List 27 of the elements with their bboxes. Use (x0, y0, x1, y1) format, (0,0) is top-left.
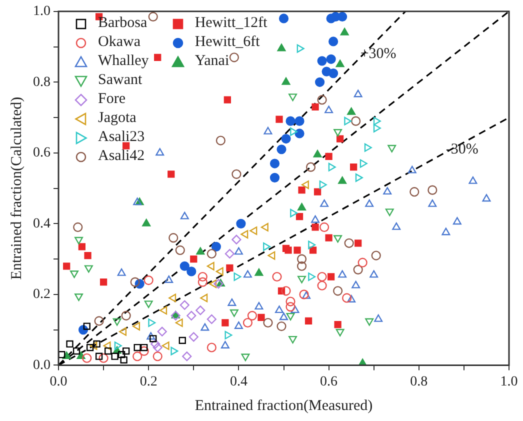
legend-label: Hewitt_12ft (194, 15, 268, 32)
x-tick-label: 0.6 (320, 374, 338, 390)
legend-label: Fore (98, 91, 126, 108)
legend-label: Yanai (194, 53, 230, 70)
y-tick-label: 0.8 (33, 74, 50, 90)
legend-label: Asali42 (98, 148, 145, 165)
y-tick-label: 0.0 (33, 358, 50, 373)
x-tick-label: 0.8 (410, 374, 428, 390)
legend-label: Hewitt_6ft (194, 34, 260, 51)
annotation: +30% (360, 46, 396, 62)
legend-label: Barbosa (98, 15, 148, 32)
y-tick-label: 1.0 (33, 4, 50, 20)
x-tick-label: 1.0 (500, 374, 518, 390)
y-tick-label: 0.4 (33, 216, 50, 232)
legend-label: Whalley (98, 53, 149, 70)
x-axis-title: Entrained fraction(Measured) (194, 398, 373, 414)
legend-label: Asali23 (98, 129, 145, 146)
y-tick-label: 0.2 (33, 287, 50, 302)
legend-label: Okawa (98, 34, 140, 51)
legend-label: Jagota (98, 110, 136, 127)
annotation: -30% (446, 141, 478, 158)
x-tick-label: 0.4 (230, 374, 248, 390)
y-axis-title: Entrained fraction(Calculated) (8, 96, 25, 280)
x-tick-label: 0.0 (50, 374, 68, 390)
y-tick-label: 0.6 (33, 146, 50, 161)
legend-label: Sawant (98, 72, 142, 89)
x-tick-label: 0.2 (140, 374, 158, 390)
